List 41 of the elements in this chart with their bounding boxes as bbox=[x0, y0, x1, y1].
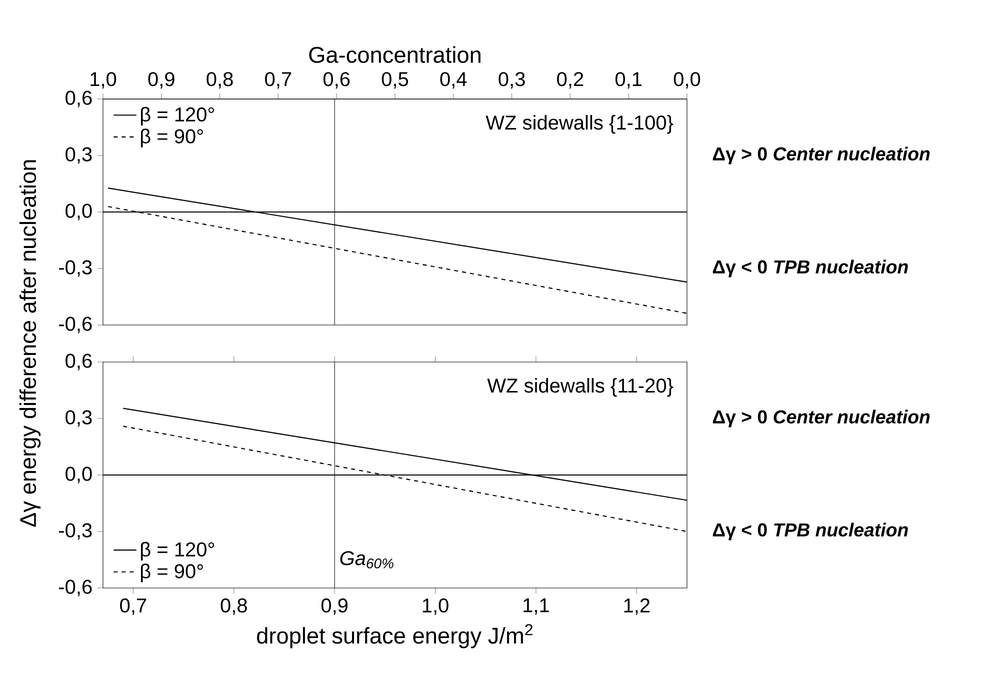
x2-tick-label: 0,5 bbox=[382, 72, 408, 89]
x2-axis-title: Ga-concentration bbox=[309, 46, 480, 63]
x2-tick-label: 0,4 bbox=[440, 72, 467, 89]
text: Δγ > 0 Center nucleation bbox=[712, 410, 930, 428]
y-tick-label: -0,3 bbox=[59, 260, 92, 277]
x2-tick-label: 0,2 bbox=[557, 72, 584, 89]
x-tick-label: 1,0 bbox=[422, 598, 448, 615]
y-tick-label: -0,6 bbox=[59, 580, 92, 596]
x-tick-label: 1,2 bbox=[624, 598, 650, 615]
annotation: Ga$_{60%}$ bbox=[340, 551, 394, 568]
x-tick-label: 1,1 bbox=[524, 598, 549, 615]
x-tick-label: 0,8 bbox=[220, 598, 247, 615]
y-tick-label: 0,3 bbox=[66, 410, 92, 427]
x2-tick-label: 0,8 bbox=[206, 72, 233, 89]
text: Δγ < 0 TPB nucleation bbox=[712, 522, 908, 540]
y-tick-label: 0,6 bbox=[66, 90, 92, 108]
y-tick-label: -0,6 bbox=[59, 316, 92, 334]
x2-tick-label: 0,1 bbox=[615, 72, 642, 89]
x-tick-label: 0,7 bbox=[120, 598, 146, 615]
y-tick-label: 0,6 bbox=[66, 354, 92, 370]
x2-tick-label: 1,0 bbox=[90, 72, 116, 89]
text: WZ sidewalls {1-100} bbox=[486, 115, 674, 134]
x2-tick-label: 0,6 bbox=[323, 72, 350, 89]
legend-label: β = 90° bbox=[140, 128, 203, 148]
text: WZ sidewalls {11-20} bbox=[487, 378, 674, 397]
x2-tick-label: 0,0 bbox=[674, 72, 700, 89]
legend-label: β = 90° bbox=[140, 564, 203, 582]
text: Δγ < 0 TPB nucleation bbox=[712, 260, 908, 278]
x2-tick-label: 0,9 bbox=[148, 72, 174, 89]
y-tick-label: 0,3 bbox=[66, 147, 92, 164]
legend-label: β = 120° bbox=[140, 542, 214, 560]
x2-tick-label: 0,7 bbox=[265, 72, 292, 89]
x2-tick-label: 0,3 bbox=[498, 72, 525, 89]
y-axis-title: Δγ energy difference after nucleation bbox=[19, 160, 41, 527]
y-tick-label: 0,0 bbox=[66, 204, 92, 220]
x-tick-label: 0,9 bbox=[321, 598, 348, 615]
y-tick-label: 0,0 bbox=[66, 466, 92, 484]
text: Δγ > 0 Center nucleation bbox=[712, 146, 930, 164]
y-tick-label: -0,3 bbox=[59, 523, 92, 540]
x-axis-title: droplet surface energy J/m$^{2}$ bbox=[257, 624, 532, 648]
legend-label: β = 120° bbox=[140, 106, 214, 126]
